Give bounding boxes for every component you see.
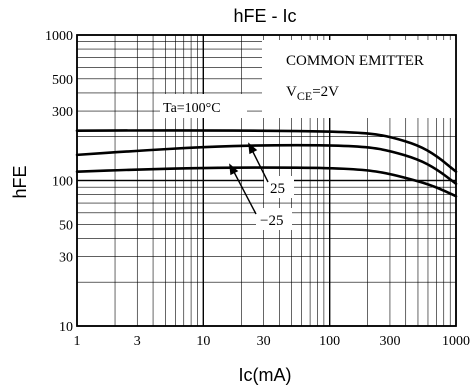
x-tick-label: 1000 xyxy=(442,334,470,349)
arrow-25 xyxy=(251,149,269,183)
label-bg-25 xyxy=(264,176,294,198)
chart-title: hFE - Ic xyxy=(233,6,296,26)
y-axis-label: hFE xyxy=(10,165,30,198)
arrow-m25 xyxy=(233,171,257,215)
annotation-line1: COMMON EMITTER xyxy=(286,53,424,69)
x-tick-label: 30 xyxy=(257,334,271,349)
vce-value: =2V xyxy=(312,84,339,100)
vce-sub: CE xyxy=(297,89,312,103)
vce-symbol: V xyxy=(286,84,297,100)
series-line-2 xyxy=(75,166,458,198)
x-tick-label: 1 xyxy=(74,334,81,349)
arrow-m25-head xyxy=(229,163,239,176)
series-label-ta100: Ta=100°C xyxy=(163,101,221,116)
x-axis-label: Ic(mA) xyxy=(239,365,292,385)
annotation-box xyxy=(262,40,456,118)
arrow-25-head xyxy=(248,142,258,155)
y-tick-label: 300 xyxy=(52,105,73,120)
x-tick-label: 3 xyxy=(134,334,141,349)
y-tick-label: 30 xyxy=(59,251,73,266)
axes: 1 3 10 30 100 300 1000 10 30 50 100 300 500 1000 xyxy=(45,29,470,349)
y-tick-label: 100 xyxy=(52,175,73,190)
y-tick-label: 10 xyxy=(59,320,73,335)
series-line-1 xyxy=(75,143,458,186)
label-bg-m25 xyxy=(256,208,292,230)
series xyxy=(75,129,458,198)
x-tick-label: 100 xyxy=(319,334,340,349)
y-tick-label: 500 xyxy=(52,73,73,88)
series-line-0 xyxy=(75,129,458,173)
x-tick-label: 300 xyxy=(379,334,400,349)
annotation-line2: VCE=2V xyxy=(286,84,339,103)
label-bg-ta100 xyxy=(160,94,247,118)
series-label-m25: −25 xyxy=(260,213,283,229)
y-tick-label: 1000 xyxy=(45,29,73,44)
x-tick-label: 10 xyxy=(196,334,210,349)
label-arrows xyxy=(229,142,269,215)
y-tick-label: 50 xyxy=(59,218,73,233)
plot-frame xyxy=(76,34,457,327)
series-label-25: 25 xyxy=(270,181,285,197)
